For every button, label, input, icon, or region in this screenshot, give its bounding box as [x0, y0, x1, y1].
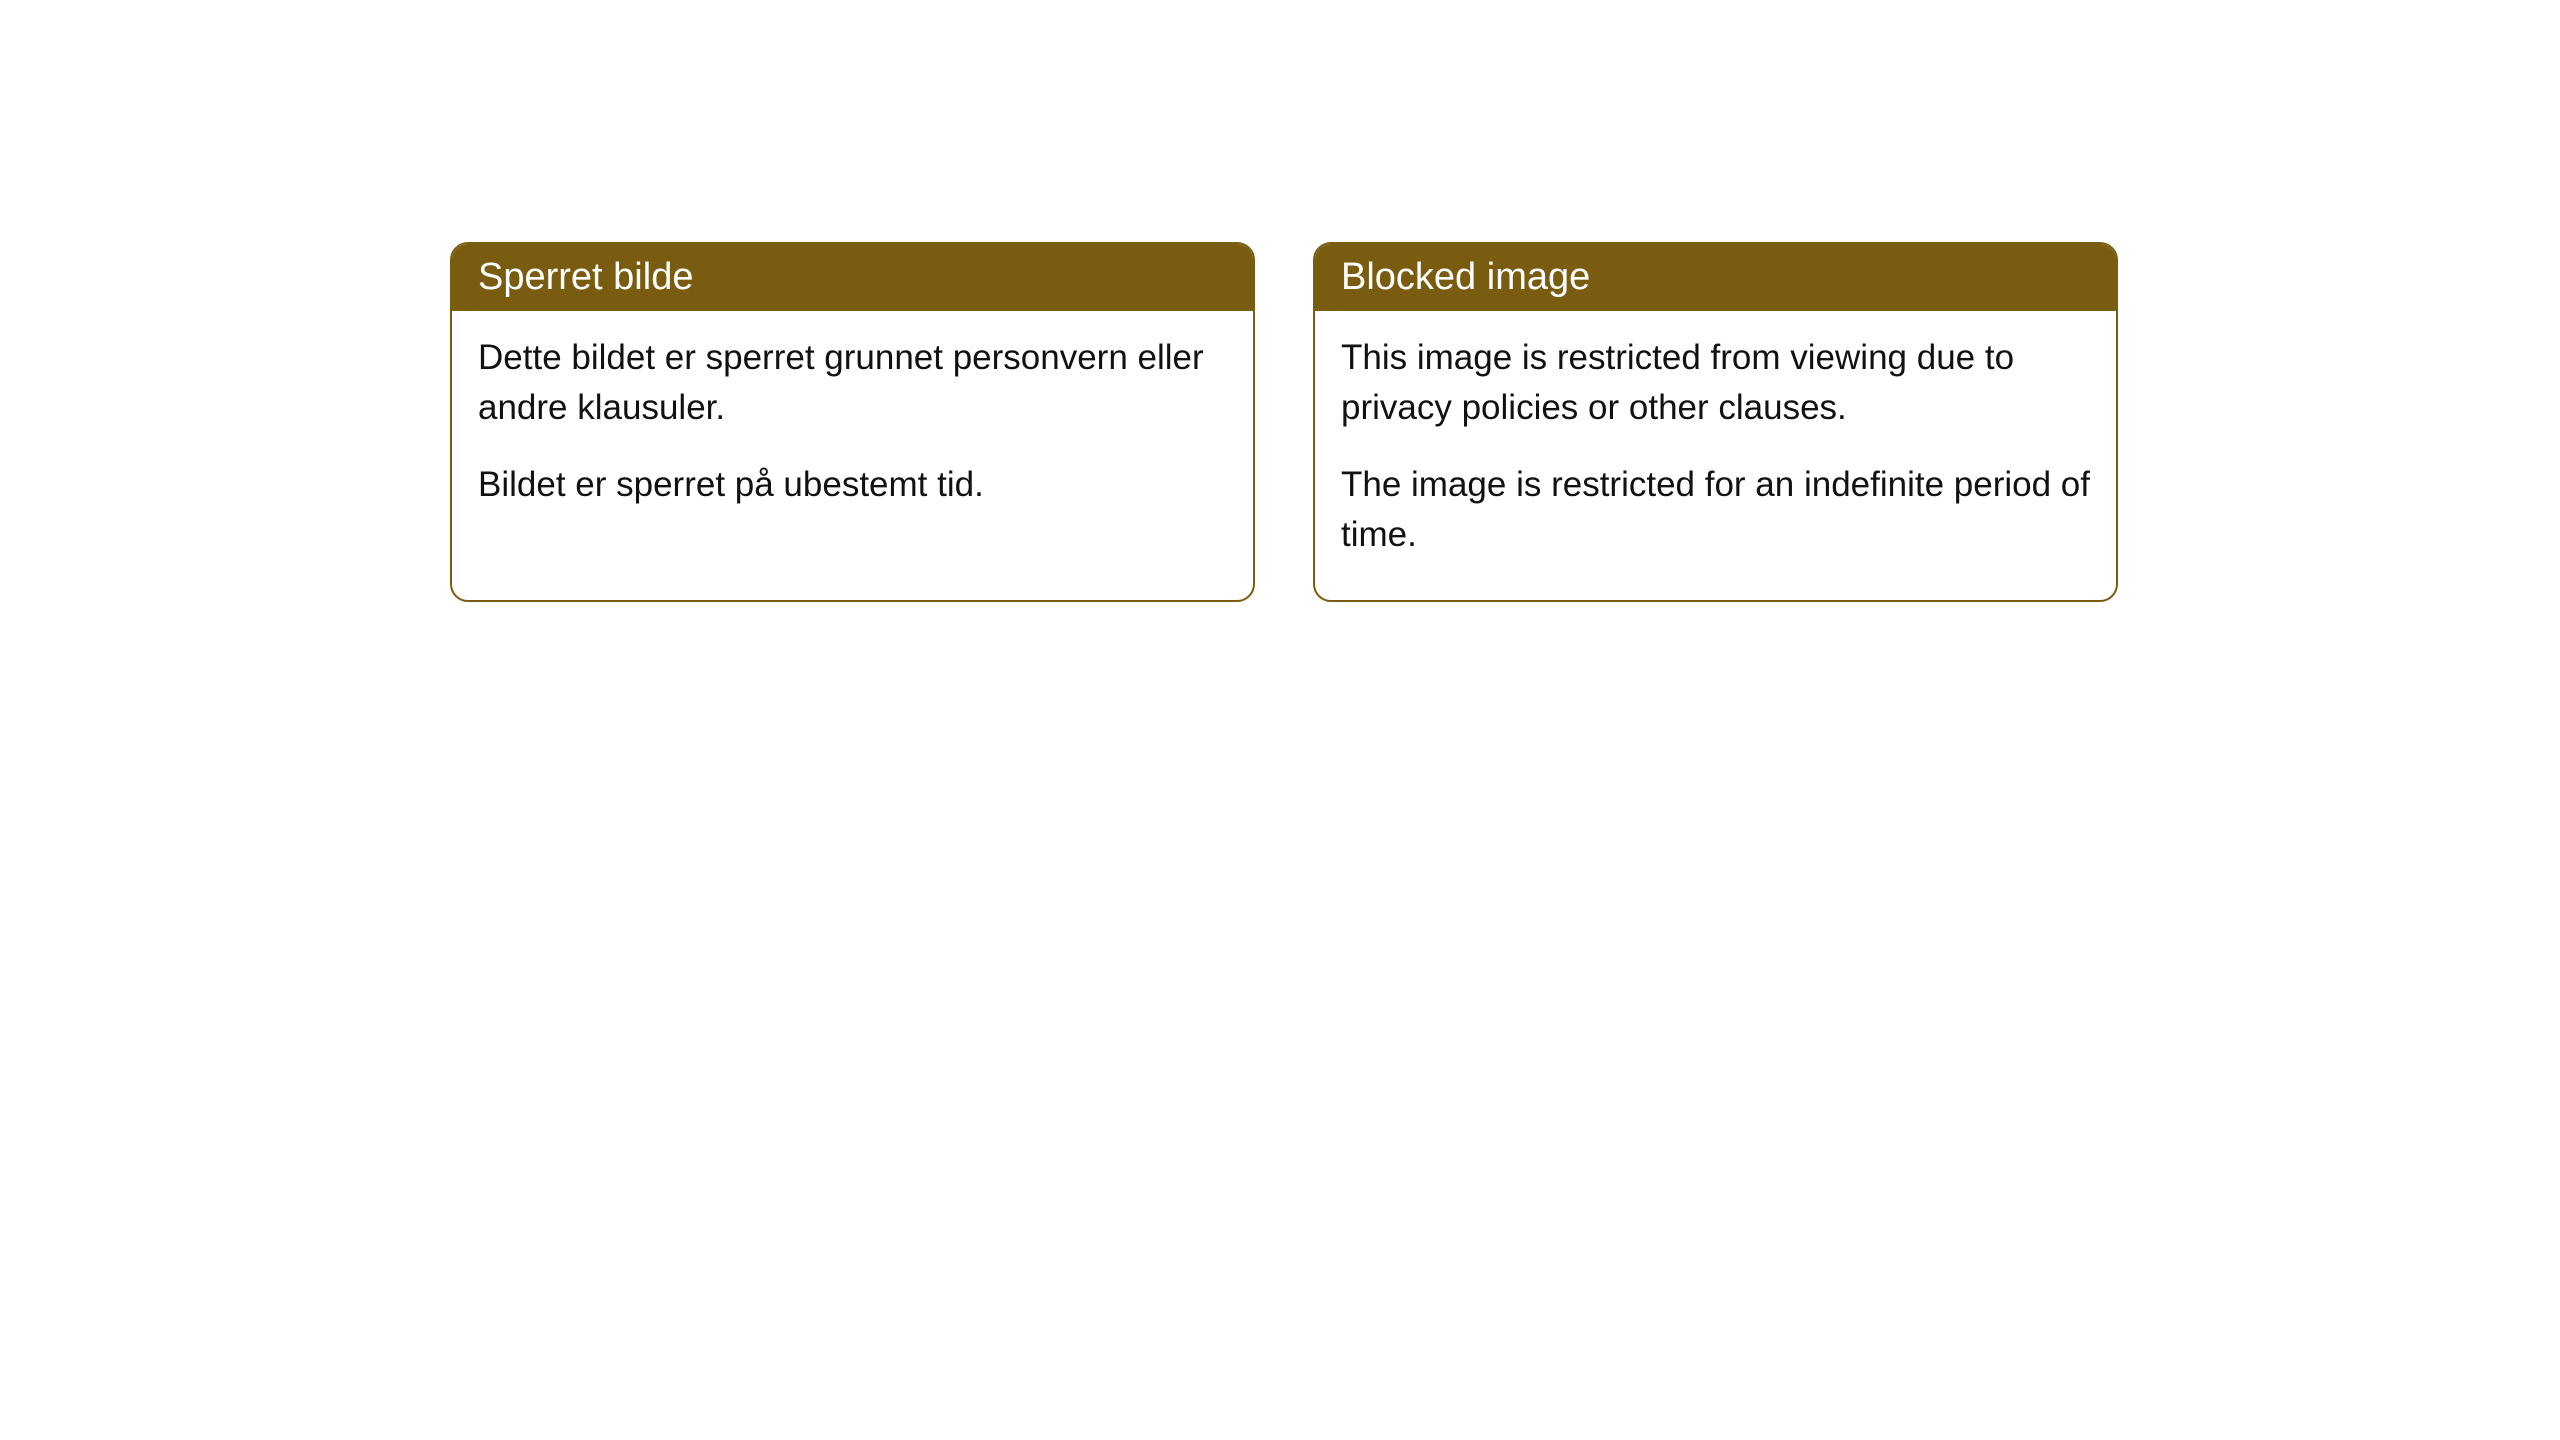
blocked-image-card-en: Blocked image This image is restricted f… — [1313, 242, 2118, 602]
card-paragraph-en-1: This image is restricted from viewing du… — [1341, 333, 2090, 432]
card-paragraph-no-1: Dette bildet er sperret grunnet personve… — [478, 333, 1227, 432]
blocked-image-card-no: Sperret bilde Dette bildet er sperret gr… — [450, 242, 1255, 602]
card-header-no: Sperret bilde — [452, 244, 1253, 311]
card-container: Sperret bilde Dette bildet er sperret gr… — [0, 0, 2560, 602]
card-paragraph-en-2: The image is restricted for an indefinit… — [1341, 460, 2090, 559]
card-paragraph-no-2: Bildet er sperret på ubestemt tid. — [478, 460, 1227, 510]
card-body-en: This image is restricted from viewing du… — [1315, 311, 2116, 600]
card-header-en: Blocked image — [1315, 244, 2116, 311]
card-body-no: Dette bildet er sperret grunnet personve… — [452, 311, 1253, 550]
